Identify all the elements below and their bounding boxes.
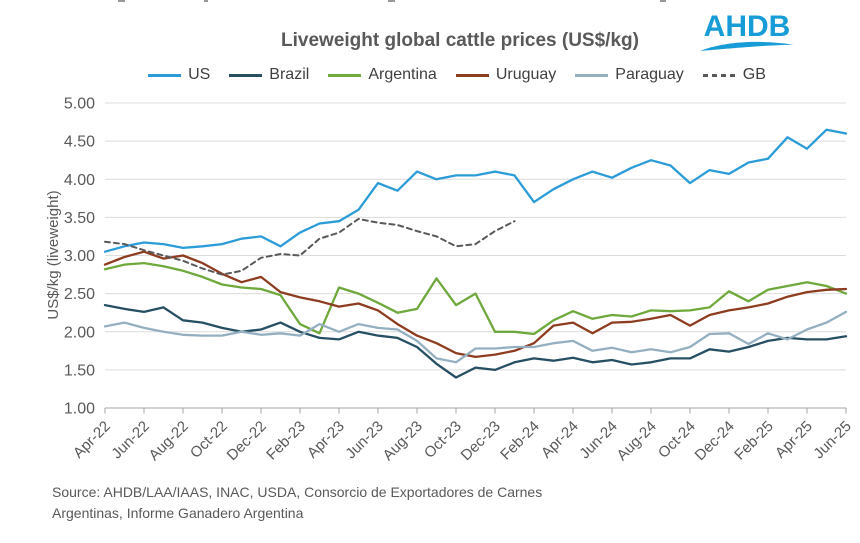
legend-item-gb: GB <box>702 66 766 84</box>
x-tick-label: Jun-24 <box>576 418 620 462</box>
y-tick-label: 3.00 <box>64 248 95 265</box>
x-tick-label: Dec-23 <box>458 418 504 464</box>
x-tick-label: Feb-24 <box>497 418 543 464</box>
legend-label-us: US <box>188 66 211 83</box>
chart-legend: US Brazil Argentina Uruguay Paraguay GB <box>54 66 860 84</box>
x-tick-label: Jun-23 <box>342 418 386 462</box>
legend-label-uruguay: Uruguay <box>495 66 557 83</box>
x-tick-label: Jun-25 <box>810 418 854 462</box>
y-tick-label: 2.00 <box>64 324 95 341</box>
y-axis-title: US$/kg (liveweight) <box>45 190 62 319</box>
x-tick-label: Apr-23 <box>304 418 348 462</box>
y-tick-label: 1.50 <box>64 362 95 379</box>
x-tick-label: Jun-22 <box>108 418 152 462</box>
legend-swatch-paraguay <box>575 73 609 77</box>
legend-swatch-us <box>148 73 182 77</box>
series-line-uruguay <box>103 250 848 359</box>
legend-item-us: US <box>148 66 210 84</box>
x-tick-label: Feb-23 <box>263 418 309 464</box>
source-line-2: Argentinas, Informe Ganadero Argentina <box>52 505 304 521</box>
x-tick-label: Aug-24 <box>614 418 660 464</box>
x-tick-label: Dec-22 <box>224 418 270 464</box>
legend-item-uruguay: Uruguay <box>455 66 557 84</box>
x-tick-label: Apr-24 <box>538 418 582 462</box>
series-line-us <box>103 128 848 253</box>
source-note: Source: AHDB/LAA/IAAS, INAC, USDA, Conso… <box>52 482 542 524</box>
cropped-text-fragment <box>204 0 208 2</box>
legend-label-paraguay: Paraguay <box>615 66 684 83</box>
chart-canvas: US$/kg (liveweight) 1.00 1.50 2.00 2.50 3.00… <box>45 96 855 465</box>
x-tick-label: Oct-23 <box>421 418 465 462</box>
y-tick-label: 5.00 <box>64 96 95 113</box>
x-tick-label: Feb-25 <box>731 418 777 464</box>
y-tick-label: 3.50 <box>64 210 95 227</box>
x-tick-label: Apr-22 <box>70 418 114 462</box>
legend-item-paraguay: Paraguay <box>575 66 684 84</box>
legend-label-gb: GB <box>742 66 766 83</box>
y-tick-label: 1.00 <box>64 401 95 418</box>
series-line-paraguay <box>103 310 848 364</box>
legend-label-argentina: Argentina <box>368 66 437 83</box>
x-tick-label: Oct-24 <box>655 418 699 462</box>
ahdb-logo-text: AHDB <box>703 10 791 43</box>
logo-wave-icon <box>700 41 794 51</box>
legend-label-brazil: Brazil <box>269 66 310 83</box>
x-tick-label: Dec-24 <box>692 418 738 464</box>
x-tick-label: Aug-22 <box>146 418 192 464</box>
source-line-1: Source: AHDB/LAA/IAAS, INAC, USDA, Conso… <box>52 484 543 500</box>
x-tick-label: Aug-23 <box>380 418 426 464</box>
series-line-argentina <box>103 261 848 336</box>
y-tick-label: 4.00 <box>64 172 95 189</box>
cropped-text-fragment <box>388 0 395 2</box>
cropped-text-fragment <box>118 0 125 2</box>
legend-item-brazil: Brazil <box>229 66 309 84</box>
legend-swatch-gb <box>702 73 736 77</box>
legend-swatch-argentina <box>328 73 362 77</box>
x-tick-label: Oct-22 <box>187 418 231 462</box>
ahdb-logo: AHDB <box>697 12 797 56</box>
x-tick-label: Apr-25 <box>772 418 816 462</box>
cropped-text-fragment <box>660 0 666 2</box>
legend-item-argentina: Argentina <box>328 66 437 84</box>
series-line-brazil <box>103 303 848 379</box>
legend-swatch-uruguay <box>455 73 489 77</box>
y-tick-label: 2.50 <box>64 286 95 303</box>
legend-swatch-brazil <box>229 73 263 77</box>
chart-title: Liveweight global cattle prices (US$/kg) <box>281 30 639 51</box>
series-line-gb <box>104 217 516 276</box>
y-tick-label: 4.50 <box>64 134 95 151</box>
